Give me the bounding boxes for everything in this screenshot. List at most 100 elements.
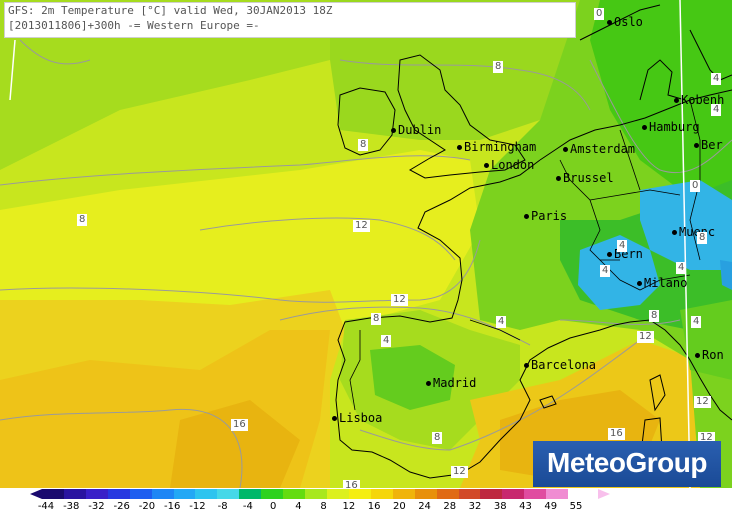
city-label: Paris — [531, 209, 568, 223]
contour-label: 8 — [371, 313, 382, 325]
map-canvas — [0, 0, 732, 488]
contour-label: 12 — [353, 220, 370, 232]
temp-field-scand — [590, 0, 732, 200]
scale-tick-label: 38 — [493, 501, 507, 512]
city-milano[interactable]: Milano — [637, 276, 687, 290]
scale-tick-label: 0 — [269, 501, 277, 512]
city-barcelona[interactable]: Barcelona — [524, 358, 596, 372]
city-kobenhavn[interactable]: Kobenh — [674, 93, 724, 107]
scale-arrows — [30, 489, 610, 499]
scale-tick-label: -16 — [164, 501, 181, 512]
city-label: Amsterdam — [570, 142, 636, 156]
city-label: Hamburg — [649, 120, 700, 134]
contour-label: 4 — [711, 104, 722, 116]
temp-field-cold-north — [640, 180, 732, 270]
contour-label: 8 — [493, 61, 504, 73]
city-dot — [607, 20, 612, 25]
scale-swatch — [502, 489, 525, 499]
city-hamburg[interactable]: Hamburg — [642, 120, 700, 134]
city-brussel[interactable]: Brussel — [556, 171, 614, 185]
scale-swatch — [129, 489, 152, 499]
city-dot — [642, 125, 647, 130]
city-dot — [695, 353, 700, 358]
city-roma[interactable]: Ron — [695, 348, 724, 362]
scale-swatch — [524, 489, 547, 499]
city-lisboa[interactable]: Lisboa — [332, 411, 382, 425]
city-dot — [563, 147, 568, 152]
header-line2: [2013011806]+300h -= Western Europe =- — [8, 19, 260, 32]
city-label: Oslo — [614, 15, 643, 29]
contour-label: 8 — [358, 139, 369, 151]
scale-tick-label: 43 — [519, 501, 532, 512]
city-oslo[interactable]: Oslo — [607, 15, 643, 29]
contour-label: 4 — [676, 262, 687, 274]
city-london[interactable]: London — [484, 158, 534, 172]
city-dot — [457, 145, 462, 150]
scale-swatch — [239, 489, 262, 499]
city-dot — [332, 416, 337, 421]
scale-tick-label: -26 — [113, 501, 130, 512]
contour-label: 16 — [608, 428, 625, 440]
city-label: Milano — [644, 276, 688, 290]
scale-swatch — [546, 489, 569, 499]
scale-swatch — [173, 489, 196, 499]
city-dot — [484, 163, 489, 168]
scale-tick-label: 4 — [295, 501, 302, 512]
city-dot — [672, 230, 677, 235]
contour-label: 4 — [711, 73, 722, 85]
city-dot — [556, 176, 561, 181]
temp-field-madrid — [370, 345, 455, 410]
contour-label: 4 — [381, 335, 392, 347]
contour-label: 4 — [496, 316, 507, 328]
contour-label: 12 — [637, 331, 654, 343]
scale-tick-label: -4 — [242, 501, 253, 512]
city-dot — [607, 252, 612, 257]
city-label: Dublin — [398, 123, 442, 137]
contour-label: 0 — [690, 180, 701, 192]
scale-swatch — [480, 489, 503, 499]
contour-label: 16 — [343, 480, 360, 488]
scale-tick-label: 20 — [392, 501, 406, 512]
city-amsterdam[interactable]: Amsterdam — [563, 142, 635, 156]
city-label: London — [491, 158, 535, 172]
contour-label: 4 — [600, 265, 611, 277]
scale-tick-label: -20 — [138, 501, 156, 512]
scale-swatch — [195, 489, 218, 499]
city-dot — [391, 128, 396, 133]
scale-swatch — [436, 489, 459, 499]
city-madrid[interactable]: Madrid — [426, 376, 476, 390]
temp-field-yellow — [0, 150, 480, 330]
city-label: Birmingham — [464, 140, 537, 154]
contour-label: 16 — [231, 419, 248, 431]
scale-tick-label: 16 — [367, 501, 381, 512]
contour-label: 4 — [691, 316, 702, 328]
scale-swatch — [305, 489, 327, 499]
city-dublin[interactable]: Dublin — [391, 123, 441, 137]
city-paris[interactable]: Paris — [524, 209, 567, 223]
temp-field-nw — [0, 0, 330, 170]
scale-tick-label: -38 — [63, 501, 80, 512]
scale-tick-label: 12 — [342, 501, 356, 512]
city-label: Brussel — [563, 171, 614, 185]
city-birmingham[interactable]: Birmingham — [457, 140, 536, 154]
city-berlin[interactable]: Ber — [694, 138, 723, 152]
city-dot — [524, 214, 529, 219]
scale-tick-label: -44 — [37, 501, 55, 512]
scale-tick-label: 55 — [569, 501, 583, 512]
scale-swatch — [151, 489, 174, 499]
city-dot — [694, 143, 699, 148]
scale-swatch — [370, 489, 393, 499]
scale-swatch — [392, 489, 415, 499]
scale-tick-label: 24 — [418, 501, 431, 512]
temp-field-cold-alps — [578, 235, 660, 310]
color-scale-bar — [42, 489, 569, 499]
city-label: Barcelona — [531, 358, 597, 372]
city-dot — [637, 281, 642, 286]
temperature-map[interactable]: GFS: 2m Temperature [°C] valid Wed, 30JA… — [0, 0, 732, 488]
city-muenchen[interactable]: Muenc — [672, 225, 715, 239]
map-header: GFS: 2m Temperature [°C] valid Wed, 30JA… — [4, 2, 576, 38]
meteogroup-logo: MeteoGroup — [533, 441, 721, 487]
scale-tick-label: -8 — [217, 501, 228, 512]
scale-tick-label: 32 — [468, 501, 482, 512]
scale-swatch — [326, 489, 349, 499]
